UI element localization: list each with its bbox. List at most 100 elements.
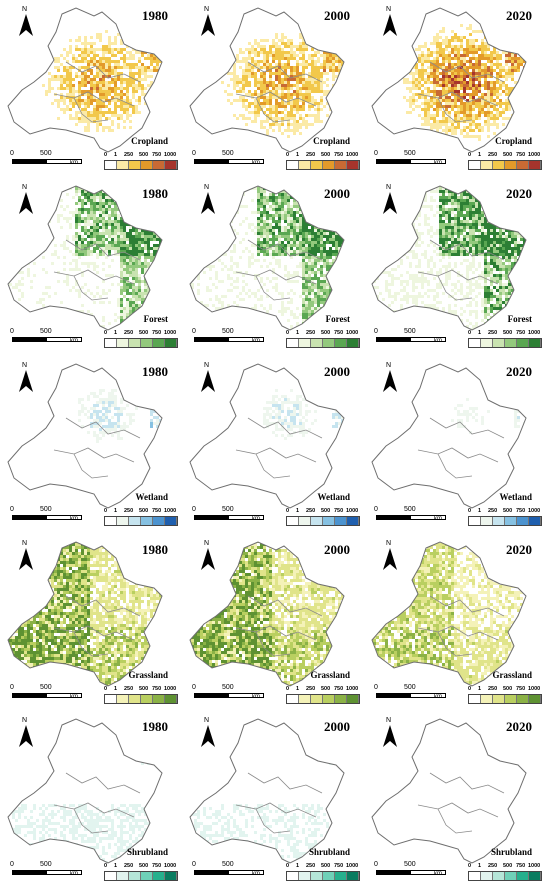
density-cell: [418, 60, 421, 63]
density-cell: [57, 102, 60, 105]
density-cell: [153, 48, 156, 51]
density-cell: [120, 247, 123, 250]
density-cell: [484, 48, 487, 51]
density-cell: [123, 253, 126, 256]
density-cell: [454, 54, 457, 57]
density-cell: [21, 271, 24, 274]
density-cell: [341, 33, 344, 36]
density-cell: [323, 265, 326, 268]
density-cell: [448, 45, 451, 48]
density-cell: [84, 105, 87, 108]
density-cell: [105, 93, 108, 96]
density-cell: [84, 54, 87, 57]
density-cell: [102, 51, 105, 54]
density-cell: [332, 235, 335, 238]
density-cell: [317, 223, 320, 226]
density-cell: [99, 253, 102, 256]
density-cell: [156, 36, 159, 39]
density-cell: [141, 301, 144, 304]
density-cell: [433, 75, 436, 78]
density-cell: [320, 217, 323, 220]
density-cell: [33, 274, 36, 277]
density-cell: [239, 256, 242, 259]
density-cell: [126, 51, 129, 54]
density-cell: [484, 120, 487, 123]
density-cell: [451, 39, 454, 42]
density-cell: [81, 120, 84, 123]
density-cell: [433, 69, 436, 72]
density-cell: [129, 199, 132, 202]
density-cell: [60, 75, 63, 78]
legend-swatch: [299, 161, 311, 169]
density-cell: [442, 84, 445, 87]
density-cell: [102, 244, 105, 247]
density-cell: [126, 81, 129, 84]
density-cell: [263, 90, 266, 93]
density-cell: [126, 244, 129, 247]
density-cell: [469, 72, 472, 75]
density-cell: [275, 208, 278, 211]
density-cell: [132, 211, 135, 214]
density-cell: [87, 250, 90, 253]
density-cell: [245, 60, 248, 63]
density-cell: [159, 39, 162, 42]
density-cell: [442, 90, 445, 93]
density-cell: [490, 75, 493, 78]
density-cell: [469, 78, 472, 81]
density-cell: [484, 69, 487, 72]
density-cell: [347, 238, 350, 241]
density-cell: [108, 129, 111, 132]
density-cell: [314, 244, 317, 247]
density-cell: [150, 325, 153, 328]
density-cell: [63, 48, 66, 51]
density-cell: [290, 211, 293, 214]
density-cell: [412, 72, 415, 75]
north-arrow-icon: N: [18, 184, 34, 214]
density-cell: [275, 36, 278, 39]
density-cell: [96, 205, 99, 208]
density-cell: [120, 307, 123, 310]
density-cell: [487, 30, 490, 33]
density-cell: [257, 87, 260, 90]
density-cell: [296, 205, 299, 208]
density-cell: [287, 84, 290, 87]
density-cell: [436, 108, 439, 111]
density-cell: [190, 232, 191, 235]
density-cell: [248, 259, 251, 262]
density-cell: [236, 78, 239, 81]
density-cell: [275, 259, 278, 262]
density-cell: [260, 96, 263, 99]
density-cell: [502, 84, 505, 87]
density-cell: [451, 66, 454, 69]
density-cell: [263, 190, 266, 193]
density-cell: [338, 66, 341, 69]
density-cell: [308, 196, 311, 199]
density-cell: [272, 235, 275, 238]
density-cell: [87, 123, 90, 126]
density-cell: [299, 214, 302, 217]
density-cell: [254, 108, 257, 111]
density-cell: [153, 265, 156, 268]
density-cell: [36, 193, 39, 196]
density-cell: [341, 271, 344, 274]
density-cell: [329, 205, 332, 208]
density-cell: [427, 108, 430, 111]
density-cell: [24, 316, 27, 319]
density-cell: [445, 69, 448, 72]
density-cell: [81, 114, 84, 117]
density-cell: [472, 81, 475, 84]
density-cell: [308, 84, 311, 87]
density-cell: [66, 217, 69, 220]
density-cell: [263, 39, 266, 42]
density-cell: [457, 105, 460, 108]
density-cell: [190, 244, 191, 247]
density-cell: [75, 223, 78, 226]
density-cell: [338, 271, 341, 274]
density-cell: [233, 229, 236, 232]
density-cell: [302, 66, 305, 69]
density-cell: [156, 259, 159, 262]
density-cell: [341, 229, 344, 232]
density-cell: [96, 265, 99, 268]
density-cell: [332, 214, 335, 217]
density-cell: [314, 202, 317, 205]
